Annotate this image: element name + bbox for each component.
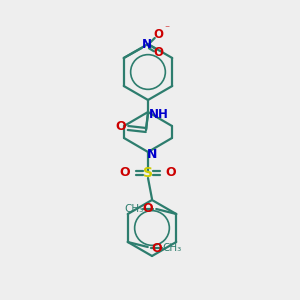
Text: O: O [154, 28, 164, 40]
Text: O: O [120, 167, 130, 179]
Text: CH₃: CH₃ [162, 243, 182, 253]
Text: N: N [147, 148, 157, 160]
Text: ⁻: ⁻ [164, 24, 169, 34]
Text: CH₃: CH₃ [124, 204, 144, 214]
Text: NH: NH [149, 109, 169, 122]
Text: S: S [143, 166, 153, 180]
Text: O: O [142, 202, 153, 214]
Text: O: O [166, 167, 176, 179]
Text: O: O [152, 242, 162, 254]
Text: O: O [154, 46, 164, 59]
Text: O: O [116, 121, 126, 134]
Text: N: N [142, 38, 152, 52]
